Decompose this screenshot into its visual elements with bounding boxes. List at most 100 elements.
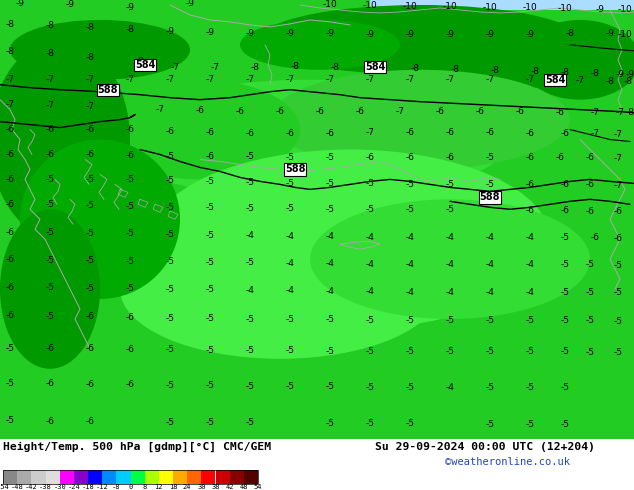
Text: -5: -5 (526, 317, 534, 325)
Text: -5: -5 (586, 260, 595, 269)
Text: -9: -9 (165, 27, 174, 36)
Text: 38: 38 (211, 484, 220, 490)
Text: -5: -5 (6, 379, 15, 388)
Text: -6: -6 (560, 180, 569, 189)
Text: -5: -5 (86, 256, 94, 265)
Text: -8: -8 (46, 22, 55, 30)
Text: -8: -8 (605, 77, 614, 86)
Text: -7: -7 (86, 75, 94, 84)
Text: -7: -7 (396, 107, 404, 116)
Text: -6: -6 (46, 125, 55, 134)
Text: -7: -7 (526, 75, 534, 84)
Text: -7: -7 (126, 75, 134, 84)
Text: -8: -8 (290, 62, 299, 71)
Text: -5: -5 (365, 347, 375, 356)
Text: -5: -5 (560, 347, 569, 356)
Text: -9: -9 (616, 70, 624, 79)
Text: -6: -6 (406, 153, 415, 162)
Text: -5: -5 (205, 177, 214, 186)
Text: -8: -8 (410, 64, 420, 74)
Text: 588: 588 (98, 85, 119, 95)
Text: -10: -10 (403, 2, 417, 11)
Text: -5: -5 (560, 383, 569, 392)
Text: -5: -5 (365, 179, 375, 188)
Bar (230, 470, 244, 484)
Text: -4: -4 (446, 233, 455, 242)
Text: -5: -5 (486, 347, 495, 356)
Text: -5: -5 (245, 346, 254, 355)
Text: -4: -4 (406, 288, 415, 296)
Text: -6: -6 (86, 380, 94, 389)
Text: -4: -4 (406, 233, 415, 242)
Text: -6: -6 (46, 344, 55, 353)
Text: -10: -10 (618, 30, 632, 39)
Text: -5: -5 (406, 383, 415, 392)
Text: -5: -5 (205, 418, 214, 427)
Text: -48: -48 (11, 484, 23, 490)
Text: -6: -6 (555, 153, 564, 162)
Text: -6: -6 (560, 206, 569, 215)
Text: -6: -6 (476, 107, 484, 116)
Ellipse shape (0, 209, 100, 369)
Text: -4: -4 (446, 383, 455, 392)
Text: -5: -5 (446, 347, 455, 356)
Text: -10: -10 (482, 3, 498, 12)
Text: -9: -9 (365, 30, 375, 39)
Text: -7: -7 (590, 129, 600, 138)
Text: 584: 584 (545, 75, 565, 85)
Ellipse shape (0, 40, 130, 239)
Text: -8: -8 (86, 53, 94, 62)
Text: -10: -10 (618, 5, 632, 15)
Bar (370, 0, 634, 10)
Ellipse shape (270, 70, 570, 170)
Text: -5: -5 (245, 204, 254, 213)
Text: -5: -5 (245, 418, 254, 427)
Text: -7: -7 (6, 75, 15, 84)
Bar (31, 470, 46, 484)
Text: -8: -8 (451, 65, 460, 74)
Text: -5: -5 (560, 288, 569, 296)
Bar (3, 470, 258, 484)
Bar (131, 470, 145, 484)
Text: 18: 18 (169, 484, 178, 490)
Text: -8: -8 (6, 21, 15, 29)
Text: -6: -6 (205, 128, 214, 137)
Text: -9: -9 (486, 30, 495, 39)
Text: -7: -7 (46, 75, 55, 84)
Bar (202, 470, 216, 484)
Text: -5: -5 (205, 346, 214, 355)
Text: -5: -5 (365, 419, 375, 428)
Text: -5: -5 (406, 180, 415, 189)
Text: -6: -6 (235, 107, 245, 116)
Text: -5: -5 (560, 260, 569, 269)
Text: -38: -38 (39, 484, 52, 490)
Text: -7: -7 (245, 75, 254, 84)
Text: -9: -9 (526, 30, 534, 39)
Text: -5: -5 (46, 228, 55, 237)
Ellipse shape (310, 199, 590, 319)
Text: -6: -6 (126, 380, 134, 389)
Text: -8: -8 (330, 63, 339, 73)
Text: Su 29-09-2024 00:00 UTC (12+204): Su 29-09-2024 00:00 UTC (12+204) (375, 441, 595, 452)
Text: -10: -10 (558, 4, 573, 13)
Text: -8: -8 (136, 57, 145, 66)
Ellipse shape (10, 20, 190, 80)
Text: -5: -5 (205, 381, 214, 390)
Text: -5: -5 (285, 153, 295, 162)
Text: -6: -6 (6, 200, 15, 209)
Text: -8: -8 (126, 25, 134, 34)
Bar (60, 470, 74, 484)
Text: -6: -6 (46, 150, 55, 159)
Ellipse shape (100, 80, 300, 179)
Text: -5: -5 (46, 256, 55, 265)
Text: -4: -4 (526, 233, 534, 242)
Text: -5: -5 (486, 420, 495, 429)
Text: -6: -6 (526, 153, 534, 162)
Ellipse shape (150, 149, 550, 329)
Text: -5: -5 (46, 200, 55, 209)
Text: -9: -9 (626, 70, 634, 79)
Text: -5: -5 (614, 348, 623, 357)
Text: -5: -5 (126, 284, 134, 293)
Text: -5: -5 (526, 347, 534, 356)
Text: 0: 0 (128, 484, 133, 490)
